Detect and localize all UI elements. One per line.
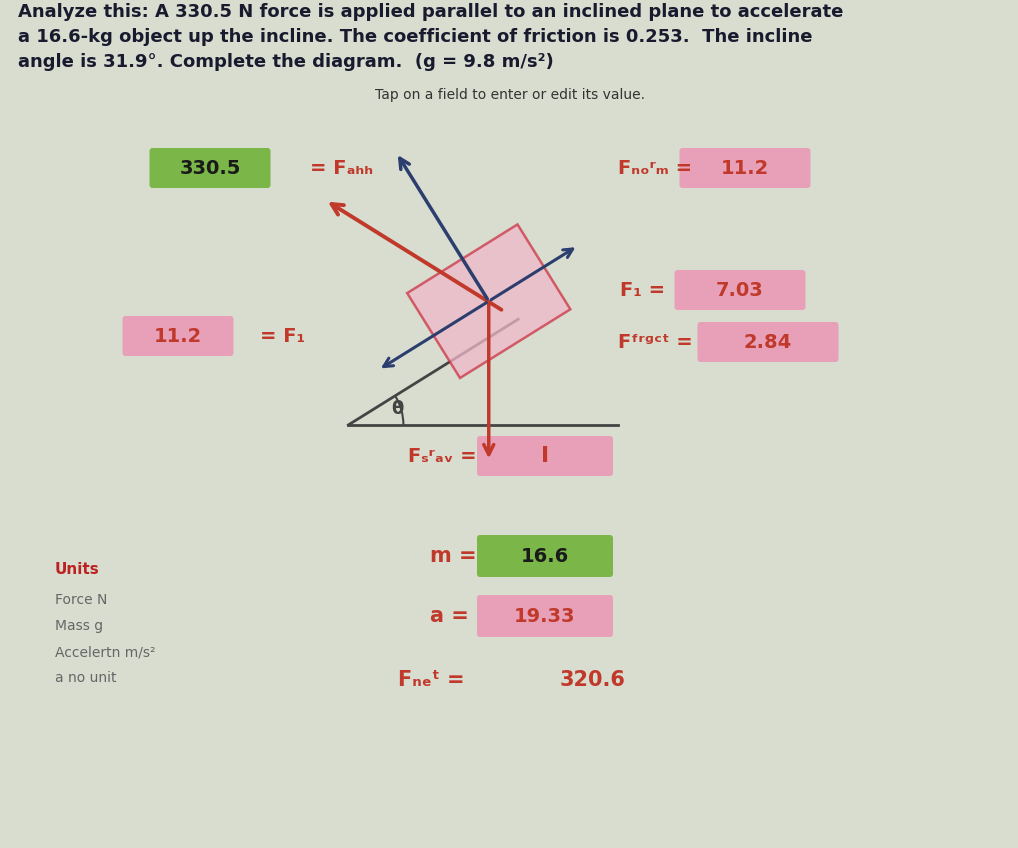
Text: Accelertn m/s²: Accelertn m/s² bbox=[55, 645, 156, 659]
FancyBboxPatch shape bbox=[697, 322, 839, 362]
FancyBboxPatch shape bbox=[122, 316, 233, 356]
Text: Force N: Force N bbox=[55, 593, 107, 607]
Text: I: I bbox=[541, 446, 549, 466]
FancyBboxPatch shape bbox=[679, 148, 810, 188]
Text: m =: m = bbox=[430, 546, 476, 566]
Text: 7.03: 7.03 bbox=[716, 281, 764, 299]
Text: 11.2: 11.2 bbox=[721, 159, 770, 177]
Text: 2.84: 2.84 bbox=[744, 332, 792, 352]
Text: 320.6: 320.6 bbox=[560, 670, 626, 690]
Text: 11.2: 11.2 bbox=[154, 326, 203, 345]
FancyBboxPatch shape bbox=[675, 270, 805, 310]
FancyBboxPatch shape bbox=[477, 595, 613, 637]
Text: Units: Units bbox=[55, 562, 100, 577]
Text: Analyze this: A 330.5 N force is applied parallel to an inclined plane to accele: Analyze this: A 330.5 N force is applied… bbox=[18, 3, 843, 21]
Text: Tap on a field to enter or edit its value.: Tap on a field to enter or edit its valu… bbox=[375, 88, 645, 102]
Text: Fₙₑᵗ =: Fₙₑᵗ = bbox=[398, 670, 464, 690]
Text: Mass g: Mass g bbox=[55, 619, 103, 633]
Polygon shape bbox=[407, 225, 570, 378]
Text: Fₛʳₐᵥ =: Fₛʳₐᵥ = bbox=[408, 447, 476, 466]
FancyBboxPatch shape bbox=[477, 436, 613, 476]
Text: = F₁: = F₁ bbox=[260, 326, 305, 345]
Text: 330.5: 330.5 bbox=[179, 159, 240, 177]
Text: Fₙₒʳₘ =: Fₙₒʳₘ = bbox=[618, 159, 692, 177]
Text: = Fₐₕₕ: = Fₐₕₕ bbox=[310, 159, 374, 177]
Text: 19.33: 19.33 bbox=[514, 606, 576, 626]
Text: a 16.6-kg object up the incline. The coefficient of friction is 0.253.  The incl: a 16.6-kg object up the incline. The coe… bbox=[18, 28, 812, 46]
FancyBboxPatch shape bbox=[477, 535, 613, 577]
Text: a =: a = bbox=[430, 606, 469, 626]
Text: angle is 31.9°. Complete the diagram.  (g = 9.8 m/s²): angle is 31.9°. Complete the diagram. (g… bbox=[18, 53, 554, 71]
Text: θ: θ bbox=[391, 400, 403, 418]
Text: a no unit: a no unit bbox=[55, 671, 116, 685]
Text: F₁ =: F₁ = bbox=[620, 281, 665, 299]
FancyBboxPatch shape bbox=[150, 148, 271, 188]
Text: 16.6: 16.6 bbox=[521, 546, 569, 566]
Text: Fᶠʳᶢᶜᵗ =: Fᶠʳᶢᶜᵗ = bbox=[618, 332, 693, 352]
